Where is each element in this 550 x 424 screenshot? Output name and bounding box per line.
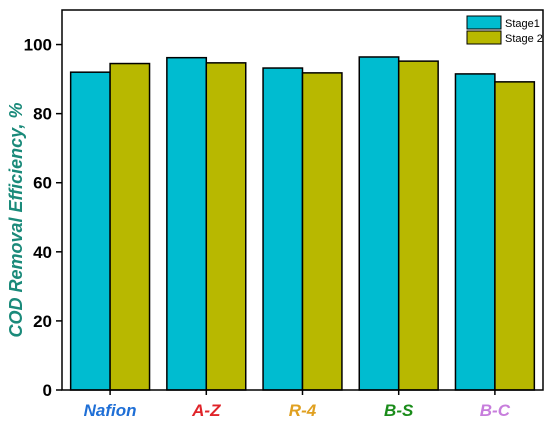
plot-frame — [61, 9, 544, 391]
bar-b-c-series-2 — [494, 81, 536, 391]
bar-nafion-series-1 — [69, 71, 111, 391]
legend-label: Stage 2 — [505, 33, 543, 45]
bar-nafion-series-2 — [109, 62, 151, 391]
y-tick-label: 40 — [33, 243, 52, 262]
y-axis-title: COD Removal Efficiency, % — [6, 102, 26, 337]
bar-a-z-series-2 — [205, 62, 247, 391]
y-tick-label: 0 — [43, 381, 52, 400]
y-tick-label: 20 — [33, 312, 52, 331]
y-tick-label: 80 — [33, 105, 52, 124]
x-tick-label: R-4 — [289, 401, 317, 420]
bars — [69, 56, 536, 391]
bar-b-c-series-1 — [454, 73, 496, 391]
bar-r-4-series-2 — [301, 72, 343, 391]
x-tick-label: B-C — [480, 401, 511, 420]
y-axis-ticks: 0 20 40 60 80 100 — [24, 36, 62, 400]
legend-label: Stage1 — [505, 18, 540, 30]
bar-r-4-series-1 — [262, 67, 304, 391]
y-tick-label: 100 — [24, 36, 52, 55]
x-tick-label: A-Z — [191, 401, 221, 420]
x-axis-labels: Nafion A-Z R-4 B-S B-C — [84, 390, 511, 420]
x-tick-label: Nafion — [84, 401, 137, 420]
legend: Stage1 Stage 2 — [466, 15, 543, 45]
bar-b-s-series-1 — [358, 56, 400, 391]
x-tick-label: B-S — [384, 401, 414, 420]
bar-a-z-series-1 — [166, 56, 208, 391]
legend-swatch — [466, 30, 502, 45]
legend-swatch — [466, 15, 502, 30]
bar-b-s-series-2 — [397, 60, 439, 391]
y-tick-label: 60 — [33, 174, 52, 193]
